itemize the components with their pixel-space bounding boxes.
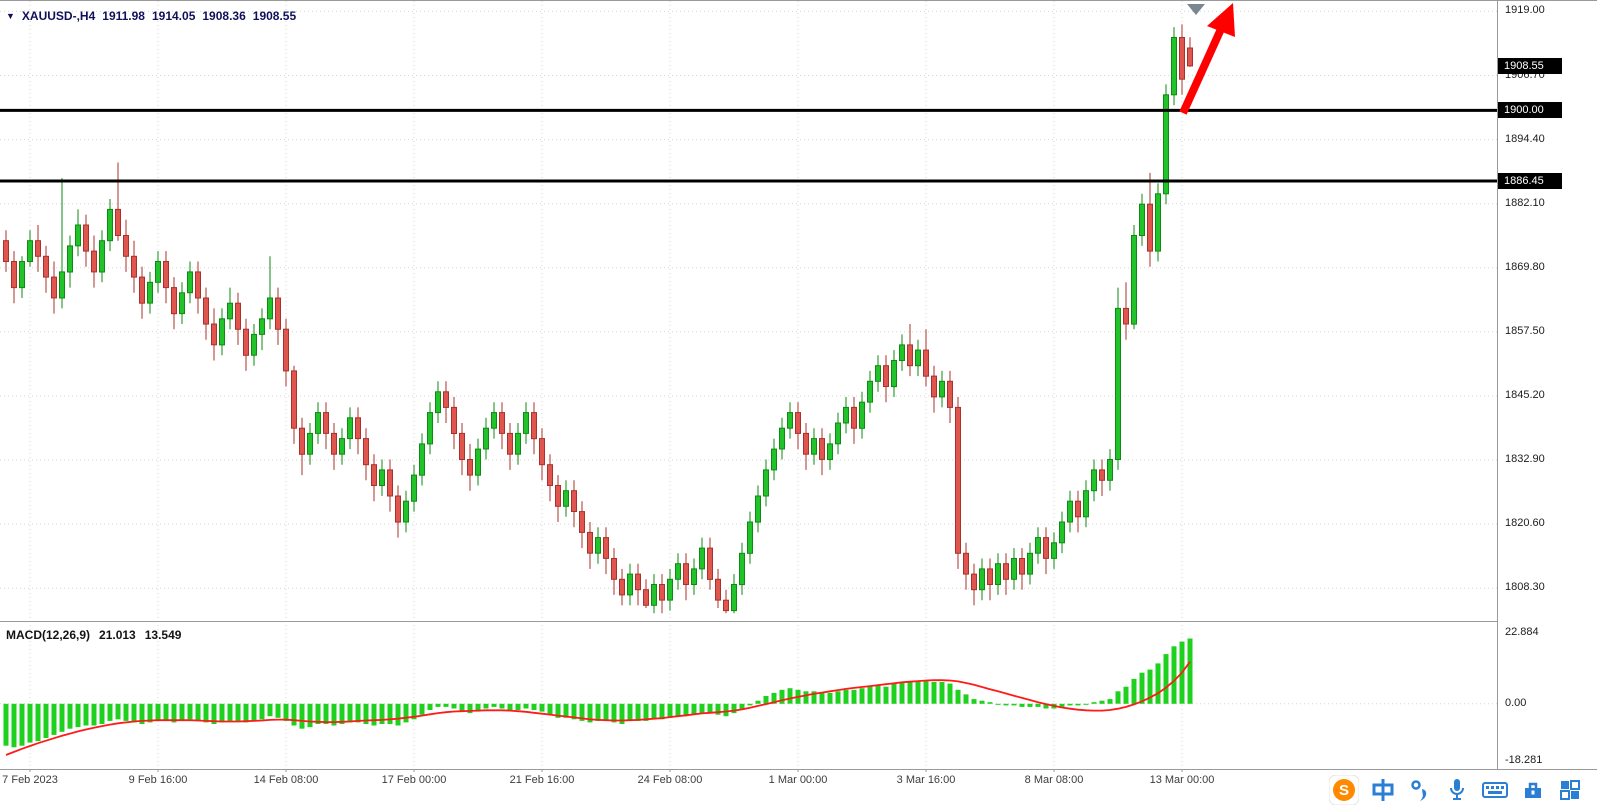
- ime-logo-icon[interactable]: S: [1329, 775, 1359, 805]
- macd-axis-label: 22.884: [1505, 625, 1539, 638]
- price-axis-label: 1869.80: [1505, 260, 1545, 273]
- macd-main-value: 21.013: [99, 628, 136, 642]
- horizontal-line-objects[interactable]: [0, 108, 1497, 183]
- vertical-gridlines: [29, 1, 1183, 769]
- time-axis-label: 17 Feb 00:00: [381, 774, 447, 786]
- punctuation-mode-icon[interactable]: [1407, 777, 1433, 803]
- time-axis-label: 3 Mar 16:00: [896, 774, 956, 786]
- top-marker-triangle-icon: [1187, 4, 1205, 15]
- ime-grid-icon[interactable]: [1557, 777, 1583, 803]
- time-axis-label: 24 Feb 08:00: [637, 774, 703, 786]
- trend-arrow-annotation[interactable]: [1179, 3, 1235, 115]
- price-axis-label: 1808.30: [1505, 581, 1545, 594]
- price-axis-label: 1845.20: [1505, 388, 1545, 401]
- macd-axis-label: -18.281: [1505, 753, 1543, 766]
- macd-axis-label: 0.00: [1505, 696, 1527, 709]
- price-marker-1908.55: 1908.55: [1498, 57, 1562, 74]
- macd-signal-value: 13.549: [144, 628, 182, 642]
- price-axis[interactable]: 1919.00 1906.70 1894.40 1882.10 1869.80 1857.…: [1497, 1, 1597, 769]
- price-axis-label: 1832.90: [1505, 453, 1545, 465]
- high-value: 1914.05: [151, 9, 196, 23]
- time-axis-label: 13 Mar 00:00: [1149, 774, 1215, 786]
- price-marker-1886.45: 1886.45: [1498, 173, 1562, 189]
- horizontal-gridlines: [0, 10, 1497, 705]
- time-axis-label: 9 Feb 16:00: [128, 774, 188, 786]
- macd-histogram-layer: [3, 638, 1193, 748]
- price-axis-label: 1820.60: [1505, 517, 1545, 530]
- collapse-triangle-icon[interactable]: ▼: [6, 11, 15, 21]
- time-axis-label: 1 Mar 00:00: [768, 774, 828, 786]
- ohlc-info: ▼ XAUUSD-,H4 1911.98 1914.05 1908.36 190…: [6, 9, 296, 23]
- macd-indicator-info: MACD(12,26,9) 21.013 13.549: [6, 628, 181, 642]
- ime-language-bar: S: [1329, 770, 1583, 810]
- price-marker-1900.00: 1900.00: [1498, 102, 1562, 119]
- low-value: 1908.36: [202, 9, 246, 23]
- price-axis-label: 1882.10: [1505, 196, 1545, 209]
- open-value: 1911.98: [102, 9, 145, 23]
- time-axis-label: 14 Feb 08:00: [253, 774, 319, 786]
- price-axis-label: 1919.00: [1505, 4, 1545, 17]
- microphone-icon[interactable]: [1444, 777, 1470, 803]
- macd-signal-line: [5, 661, 1191, 756]
- macd-label: MACD(12,26,9): [6, 628, 91, 642]
- symbol-timeframe-label: XAUUSD-,H4: [21, 9, 96, 23]
- close-value: 1908.55: [252, 9, 297, 23]
- ime-toolbox-icon[interactable]: [1520, 777, 1546, 803]
- chinese-mode-icon[interactable]: [1370, 777, 1396, 803]
- time-axis-label: 7 Feb 2023: [2, 774, 58, 786]
- soft-keyboard-icon[interactable]: [1481, 777, 1509, 803]
- time-axis-label: 8 Mar 08:00: [1024, 774, 1084, 786]
- time-axis[interactable]: 7 Feb 2023 9 Feb 16:00 14 Feb 08:00 17 Feb …: [0, 772, 1497, 794]
- svg-text:S: S: [1339, 782, 1349, 799]
- price-axis-label: 1894.40: [1505, 132, 1545, 145]
- candles-layer: [3, 24, 1193, 614]
- price-axis-label: 1857.50: [1505, 324, 1545, 337]
- time-axis-label: 21 Feb 16:00: [509, 774, 575, 786]
